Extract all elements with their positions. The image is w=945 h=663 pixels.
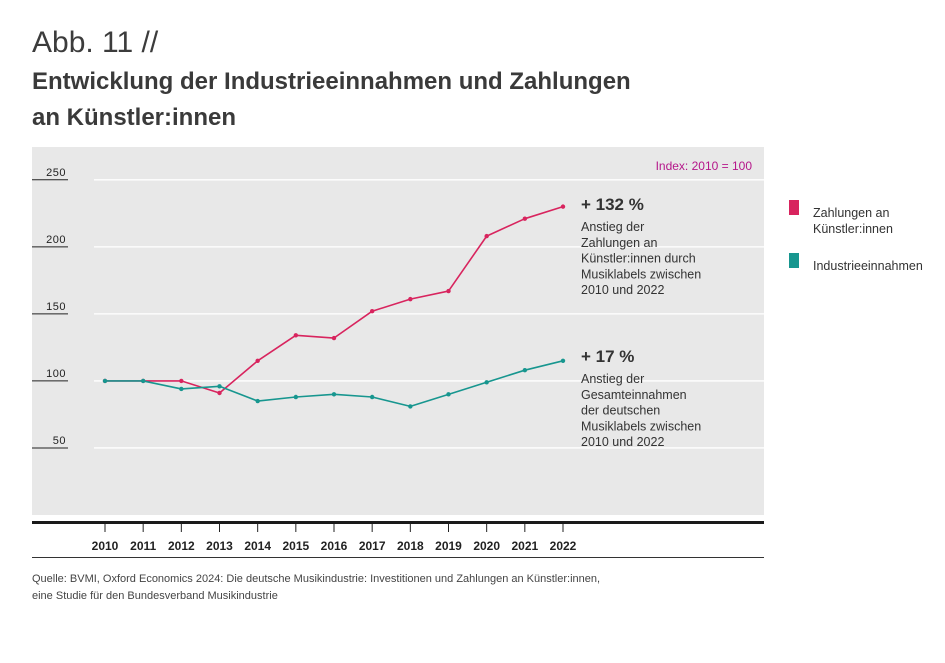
y-tick-label: 100 (46, 368, 66, 380)
source-line1: Quelle: BVMI, Oxford Economics 2024: Die… (32, 573, 601, 585)
series-2-point (140, 378, 146, 384)
annotation-text: Anstieg der (581, 372, 644, 386)
annotation-text: 2010 und 2022 (581, 283, 664, 297)
annotation-text: Anstieg der (581, 220, 644, 234)
figure-label: Abb. 11 // (32, 26, 159, 59)
y-tick-label: 200 (46, 234, 66, 246)
series-2-point (408, 404, 413, 409)
grid-lines (94, 179, 764, 449)
x-tick-label: 2010 (92, 539, 119, 553)
annotation-headline: + 132 % (581, 195, 644, 214)
x-tick-label: 2022 (550, 539, 577, 553)
series-2-point (217, 384, 222, 389)
legend-swatch (789, 200, 799, 215)
series-2-point (331, 392, 337, 397)
series-1-point (408, 296, 413, 302)
index-note: Index: 2010 = 100 (656, 159, 753, 173)
plot-background (32, 147, 764, 515)
annotation-text: Künstler:innen durch (581, 252, 696, 266)
annotation-text: Gesamteinnahmen (581, 388, 687, 402)
series-1-point (560, 204, 566, 209)
y-tick-label: 250 (46, 167, 66, 179)
series-1-point (522, 216, 528, 221)
x-tick-label: 2018 (397, 539, 424, 553)
series-2-point (293, 394, 299, 400)
chart-title-line1: Entwicklung der Industrieeinnahmen und Z… (32, 68, 631, 95)
x-axis-line (32, 521, 764, 524)
series-2-point (102, 378, 108, 384)
x-tick-label: 2016 (321, 539, 348, 553)
legend-label: Industrieeinnahmen (813, 259, 923, 273)
annotation-text: 2010 und 2022 (581, 435, 664, 449)
x-axis-ticks: 2010 2011 2012 2013 2014 2015 2016 2017 2018 2019… (92, 524, 577, 553)
annotation-text: Musiklabels zwischen (581, 267, 701, 281)
legend: Zahlungen an Künstler:innen Industrieeinna… (789, 200, 923, 273)
legend-label: Zahlungen an (813, 206, 890, 220)
series-1-point (293, 333, 299, 338)
series-2-point (560, 358, 566, 364)
annotation-headline: + 17 % (581, 347, 634, 366)
legend-label: Künstler:innen (813, 222, 893, 236)
series-lines (102, 204, 566, 409)
legend-swatch (789, 253, 799, 268)
series-1-point (179, 378, 184, 384)
series-2-point (179, 386, 184, 392)
x-tick-label: 2021 (511, 539, 538, 553)
series-2-point (369, 394, 375, 400)
x-tick-label: 2012 (168, 539, 195, 553)
series-1-point (446, 288, 451, 294)
series-1-point (255, 358, 260, 364)
footer-rule (32, 557, 764, 558)
series-1-point (217, 390, 222, 396)
x-tick-label: 2015 (282, 539, 309, 553)
y-tick-label: 150 (46, 301, 66, 313)
annotation-text: der deutschen (581, 404, 660, 418)
annotation-text: Musiklabels zwischen (581, 419, 701, 433)
x-tick-label: 2011 (130, 539, 156, 553)
y-axis-ticks: 50 100 150 200 250 (32, 167, 68, 449)
series-1-point (484, 233, 489, 239)
series-2-point (484, 380, 489, 385)
x-tick-label: 2019 (435, 539, 462, 553)
series-1-point (331, 335, 337, 341)
series-2-point (446, 392, 451, 397)
annotation-text: Zahlungen an (581, 236, 658, 250)
series-2-point (255, 398, 260, 404)
chart-title: Entwicklung der Industrieeinnahmen und Z… (32, 64, 672, 136)
chart-title-line2: an Künstler:innen (32, 104, 237, 131)
x-tick-label: 2020 (473, 539, 500, 553)
series-2-point (522, 367, 528, 373)
annotations: + 132 % Anstieg der Zahlungen an Künstler:i… (581, 195, 701, 449)
x-tick-label: 2014 (244, 539, 271, 553)
source-line2: eine Studie für den Bundesverband Musiki… (32, 590, 278, 602)
series-1-point (369, 309, 375, 314)
source-note: Quelle: BVMI, Oxford Economics 2024: Die… (32, 571, 732, 605)
x-tick-label: 2017 (359, 539, 386, 553)
x-tick-label: 2013 (206, 539, 233, 553)
y-tick-label: 50 (53, 435, 66, 447)
